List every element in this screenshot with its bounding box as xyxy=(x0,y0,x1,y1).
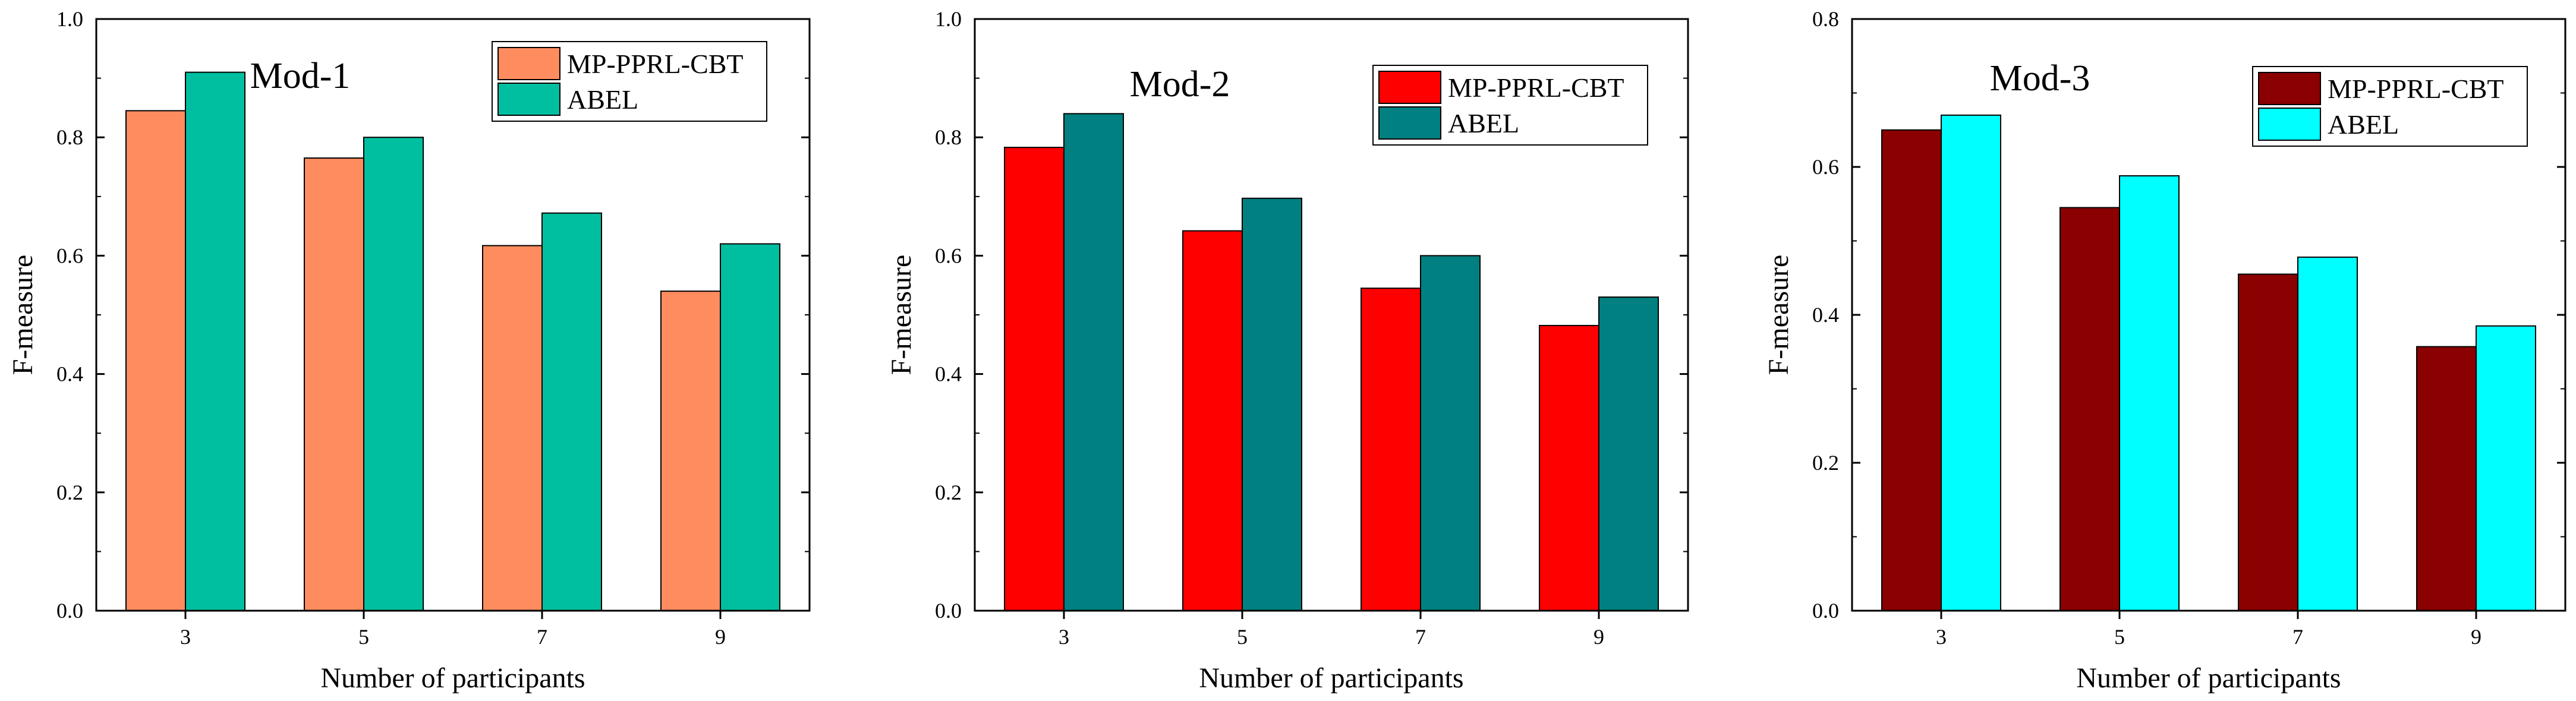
legend-swatch xyxy=(497,47,560,80)
bar-abel-9 xyxy=(2476,325,2536,611)
legend: MP-PPRL-CBT ABEL xyxy=(1372,65,1648,146)
y-tick-label: 0.8 xyxy=(56,125,83,149)
x-tick-label: 7 xyxy=(1415,625,1426,649)
x-tick-label: 3 xyxy=(1936,625,1947,649)
legend: MP-PPRL-CBT ABEL xyxy=(2252,66,2528,147)
x-tick-label: 9 xyxy=(2471,625,2481,649)
bar-abel-5 xyxy=(1242,197,1302,611)
bar-abel-5 xyxy=(2119,175,2180,611)
bar-mp-pprl-cbt-5 xyxy=(2059,207,2120,612)
panel-title: Mod-3 xyxy=(1990,58,2090,99)
y-tick-label: 0.2 xyxy=(935,481,962,504)
x-tick-label: 9 xyxy=(1594,625,1604,649)
x-tick-label: 3 xyxy=(1059,625,1069,649)
chart-panel-2: 0.0 0.2 0.4 0.6 0.8 1.0 3 5 7 9 Number of particip… xyxy=(886,7,1689,694)
bar-mp-pprl-cbt-9 xyxy=(2416,346,2477,611)
legend-label: MP-PPRL-CBT xyxy=(1448,72,1624,103)
panel-title: Mod-2 xyxy=(1130,64,1230,105)
bar-mp-pprl-cbt-9 xyxy=(1539,324,1599,611)
bar-mp-pprl-cbt-3 xyxy=(1881,129,1942,611)
legend-label: MP-PPRL-CBT xyxy=(2328,74,2504,104)
y-tick-label: 0.2 xyxy=(1812,451,1839,475)
y-tick-label: 1.0 xyxy=(935,7,962,31)
y-tick-label: 0.6 xyxy=(56,244,83,267)
bar-mp-pprl-cbt-7 xyxy=(2238,273,2298,611)
y-tick-label: 0.6 xyxy=(1812,155,1839,179)
legend-label: MP-PPRL-CBT xyxy=(567,49,744,79)
y-axis-title: F-measure xyxy=(7,255,39,375)
y-tick-label: 0.0 xyxy=(1812,599,1839,623)
legend-label: ABEL xyxy=(1448,108,1519,138)
bar-abel-7 xyxy=(2297,256,2358,611)
bar-abel-3 xyxy=(185,71,245,611)
bar-mp-pprl-cbt-5 xyxy=(304,157,364,611)
bar-abel-5 xyxy=(363,137,424,611)
legend-label: ABEL xyxy=(567,84,638,115)
y-axis-title: F-measure xyxy=(1763,255,1794,375)
bar-abel-7 xyxy=(1420,255,1481,611)
x-axis-title: Number of participants xyxy=(1199,662,1463,694)
legend: MP-PPRL-CBT ABEL xyxy=(492,41,767,122)
bar-abel-9 xyxy=(1598,296,1659,611)
x-tick-label: 7 xyxy=(537,625,547,649)
y-tick-label: 1.0 xyxy=(56,7,83,31)
x-tick-label: 7 xyxy=(2292,625,2303,649)
y-tick-label: 0.8 xyxy=(935,125,962,149)
x-axis-title: Number of participants xyxy=(2076,662,2341,694)
x-tick-label: 9 xyxy=(715,625,726,649)
bar-mp-pprl-cbt-7 xyxy=(482,245,543,611)
legend-swatch xyxy=(1378,71,1441,104)
legend-swatch xyxy=(2258,72,2321,105)
bar-mp-pprl-cbt-5 xyxy=(1182,230,1243,611)
y-tick-label: 0.0 xyxy=(56,599,83,623)
x-tick-label: 5 xyxy=(1237,625,1248,649)
legend-label: ABEL xyxy=(2328,109,2399,140)
chart-panel-3: 0.0 0.2 0.4 0.6 0.8 3 5 7 9 Number of participant… xyxy=(1763,7,2566,694)
bar-abel-3 xyxy=(1063,113,1124,612)
legend-swatch xyxy=(1378,106,1441,140)
chart-panel-1: 0.0 0.2 0.4 0.6 0.8 1.0 3 5 7 9 Number of particip… xyxy=(7,7,811,694)
bar-abel-9 xyxy=(720,243,780,612)
x-tick-label: 5 xyxy=(358,625,369,649)
bar-mp-pprl-cbt-7 xyxy=(1361,288,1421,611)
legend-swatch xyxy=(2258,108,2321,141)
y-tick-label: 0.4 xyxy=(56,362,83,386)
bar-mp-pprl-cbt-9 xyxy=(660,290,721,612)
bar-mp-pprl-cbt-3 xyxy=(125,110,186,611)
panel-title: Mod-1 xyxy=(250,56,351,96)
y-tick-label: 0.6 xyxy=(935,244,962,267)
y-tick-label: 0.4 xyxy=(1812,303,1839,327)
y-tick-label: 0.0 xyxy=(935,599,962,623)
y-tick-label: 0.2 xyxy=(56,481,83,504)
y-axis-title: F-measure xyxy=(886,255,917,375)
bar-abel-3 xyxy=(1941,114,2001,612)
y-tick-label: 0.4 xyxy=(935,362,962,386)
bar-mp-pprl-cbt-3 xyxy=(1004,147,1065,611)
x-tick-label: 3 xyxy=(180,625,191,649)
x-axis-title: Number of participants xyxy=(320,662,585,694)
x-tick-label: 5 xyxy=(2114,625,2125,649)
y-tick-label: 0.8 xyxy=(1812,7,1839,31)
bar-abel-7 xyxy=(541,212,602,611)
legend-swatch xyxy=(497,83,560,116)
